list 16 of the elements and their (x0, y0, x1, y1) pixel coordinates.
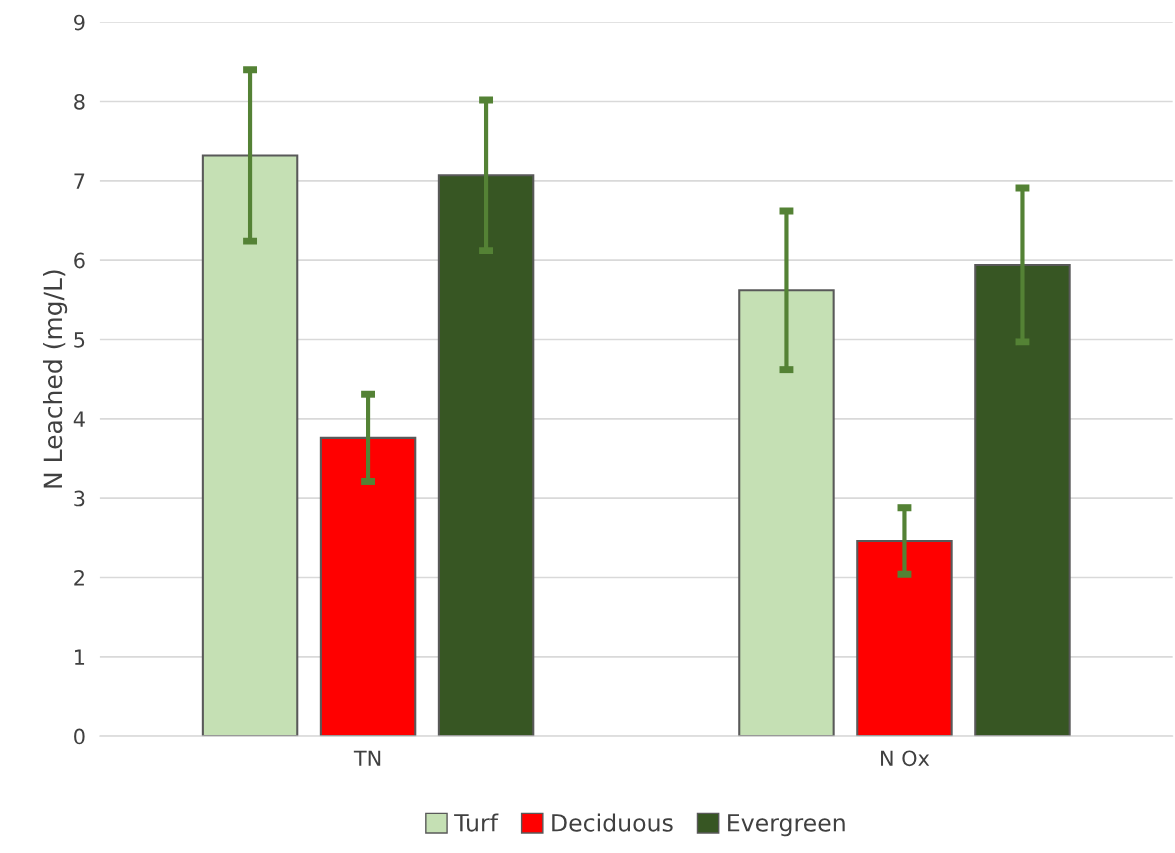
legend-label: Evergreen (728, 814, 845, 837)
y-tick-label: 0 (74, 728, 85, 745)
y-tick-label: 6 (74, 252, 85, 269)
y-tick-label: 8 (74, 93, 85, 110)
x-tick-label: N Ox (881, 750, 930, 767)
y-axis-title: N Leached (mg/L) (42, 270, 68, 488)
y-tick-label: 3 (74, 490, 85, 507)
y-tick-label: 7 (74, 173, 85, 189)
y-tick-label: 5 (74, 332, 85, 348)
y-tick-label: 9 (74, 14, 85, 31)
y-tick-label: 1 (75, 649, 85, 665)
legend-label: Deciduous (552, 813, 673, 832)
y-tick-label: 2 (74, 569, 84, 586)
y-tick-label: 4 (73, 411, 85, 427)
legend-label: Turf (454, 813, 499, 832)
x-tick-label: TN (353, 750, 381, 766)
